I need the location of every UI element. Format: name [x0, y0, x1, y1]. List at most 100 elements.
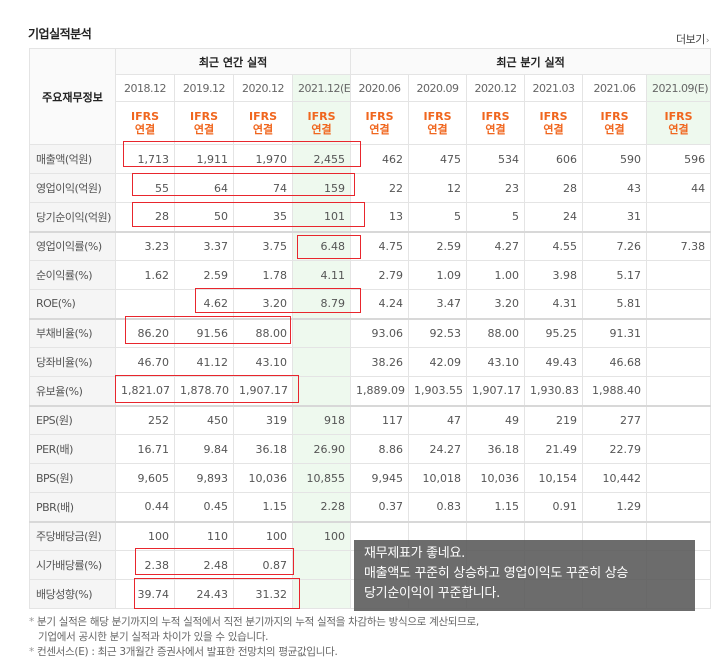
row-label: 영업이익률(%) — [29, 230, 116, 261]
period-header: 2018.12 — [115, 74, 175, 102]
table-cell: 10,154 — [524, 463, 584, 493]
table-cell: 9.84 — [174, 434, 234, 464]
basis-header: IFRS 연결 — [291, 101, 352, 145]
table-row: 영업이익(억원) 55 64 74 159 22 12 23 28 43 44 — [29, 173, 712, 203]
table-cell — [291, 347, 352, 377]
table-cell: 92.53 — [408, 317, 468, 348]
table-cell: 28 — [115, 202, 175, 232]
table-cell: 3.20 — [233, 289, 293, 319]
table-cell: 2.48 — [174, 550, 234, 580]
table-row: 당기순이익(억원) 28 50 35 101 13 5 5 24 31 — [29, 202, 712, 232]
basis-header: IFRS 연결 — [408, 101, 468, 145]
table-cell — [115, 289, 175, 319]
table-cell: 4.27 — [466, 230, 526, 261]
table-cell: 9,945 — [350, 463, 410, 493]
basis-header: IFRS 연결 — [524, 101, 584, 145]
basis-scope: 연결 — [485, 123, 506, 136]
table-cell: 10,018 — [408, 463, 468, 493]
table-cell: 44 — [646, 173, 712, 203]
period-header: 2021.09(E) — [646, 74, 712, 102]
table-cell: 10,036 — [233, 463, 293, 493]
basis-scope: 연결 — [311, 123, 332, 136]
period-header: 2021.06 — [582, 74, 648, 102]
table-cell: 50 — [174, 202, 234, 232]
table-row: BPS(원) 9,605 9,893 10,036 10,855 9,945 10,018 1… — [29, 463, 712, 493]
basis-scope: 연결 — [668, 123, 689, 136]
period-header: 2019.12 — [174, 74, 234, 102]
table-cell: 5 — [466, 202, 526, 232]
period-header: 2021.12(E) — [291, 74, 352, 102]
table-cell: 8.79 — [291, 289, 352, 319]
financial-table: 주요재무정보 최근 연간 실적 최근 분기 실적 2018.12 2019.12 2… — [29, 48, 712, 609]
row-label: EPS(원) — [29, 404, 116, 435]
table-cell: 462 — [350, 144, 410, 174]
comment-overlay: 재무제표가 좋네요. 매출액도 꾸준히 상승하고 영업이익도 꾸준히 상승 당기… — [354, 540, 695, 611]
basis-scope: 연결 — [369, 123, 390, 136]
overlay-line-2: 매출액도 꾸준히 상승하고 영업이익도 꾸준히 상승 — [364, 566, 629, 581]
overlay-line-3: 당기순이익이 꾸준합니다. — [364, 586, 500, 601]
table-cell: 1.29 — [582, 492, 648, 522]
note-1a: 분기 실적은 해당 분기까지의 누적 실적에서 직전 분기까지의 누적 실적을 … — [36, 616, 479, 628]
table-row: 당좌비율(%) 46.70 41.12 43.10 38.26 42.09 43.10 49.… — [29, 347, 712, 377]
more-link[interactable]: 더보기› — [676, 31, 710, 47]
table-cell: 10,036 — [466, 463, 526, 493]
table-cell: 49.43 — [524, 347, 584, 377]
table-cell: 1,878.70 — [174, 376, 234, 406]
row-label: 부채비율(%) — [29, 317, 116, 348]
more-label: 더보기 — [676, 33, 705, 46]
row-label: PER(배) — [29, 434, 116, 464]
table-cell — [646, 202, 712, 232]
row-label: ROE(%) — [29, 289, 116, 319]
table-row: 순이익률(%) 1.62 2.59 1.78 4.11 2.79 1.09 1.00 3.98 5… — [29, 260, 712, 290]
row-label: 유보율(%) — [29, 376, 116, 406]
table-cell — [646, 317, 712, 348]
table-cell: 6.48 — [291, 230, 352, 261]
table-cell: 43.10 — [466, 347, 526, 377]
row-label: 시가배당률(%) — [29, 550, 116, 580]
table-cell: 9,605 — [115, 463, 175, 493]
table-cell: 0.45 — [174, 492, 234, 522]
basis-standard: IFRS — [249, 110, 277, 123]
period-header: 2020.12 — [466, 74, 526, 102]
bullet-icon: * — [29, 646, 34, 658]
table-cell: 5.17 — [582, 260, 648, 290]
annual-group-header: 최근 연간 실적 — [114, 48, 352, 75]
table-cell: 86.20 — [115, 317, 175, 348]
table-cell: 88.00 — [466, 317, 526, 348]
table-cell: 319 — [233, 404, 293, 435]
row-label: 매출액(억원) — [29, 144, 116, 174]
table-row: EPS(원) 252 450 319 918 117 47 49 219 277 — [29, 404, 712, 435]
table-cell: 35 — [233, 202, 293, 232]
table-cell: 5 — [408, 202, 468, 232]
table-cell: 64 — [174, 173, 234, 203]
table-cell: 4.55 — [524, 230, 584, 261]
table-row: ROE(%) 4.62 3.20 8.79 4.24 3.47 3.20 4.31 5.81 — [29, 289, 712, 319]
chevron-right-icon: › — [705, 36, 710, 46]
basis-scope: 연결 — [543, 123, 564, 136]
table-cell: 1,821.07 — [115, 376, 175, 406]
overlay-line-1: 재무제표가 좋네요. — [364, 546, 465, 561]
basis-scope: 연결 — [252, 123, 274, 136]
table-cell: 91.56 — [174, 317, 234, 348]
table-cell: 117 — [350, 404, 410, 435]
table-cell: 277 — [582, 404, 648, 435]
table-cell: 4.31 — [524, 289, 584, 319]
basis-standard: IFRS — [423, 110, 452, 123]
corner-label: 주요재무정보 — [29, 48, 116, 145]
table-cell: 100 — [115, 520, 175, 551]
table-cell: 3.98 — [524, 260, 584, 290]
table-cell: 1,907.17 — [233, 376, 293, 406]
table-cell: 3.47 — [408, 289, 468, 319]
basis-header: IFRS 연결 — [646, 101, 712, 145]
table-cell: 159 — [291, 173, 352, 203]
table-cell: 26.90 — [291, 434, 352, 464]
table-cell: 0.83 — [408, 492, 468, 522]
table-cell: 38.26 — [350, 347, 410, 377]
table-cell: 590 — [582, 144, 648, 174]
table-cell: 93.06 — [350, 317, 410, 348]
table-cell: 3.23 — [115, 230, 175, 261]
table-cell — [646, 463, 712, 493]
table-cell: 475 — [408, 144, 468, 174]
table-cell: 2.59 — [174, 260, 234, 290]
table-cell: 2.28 — [291, 492, 352, 522]
